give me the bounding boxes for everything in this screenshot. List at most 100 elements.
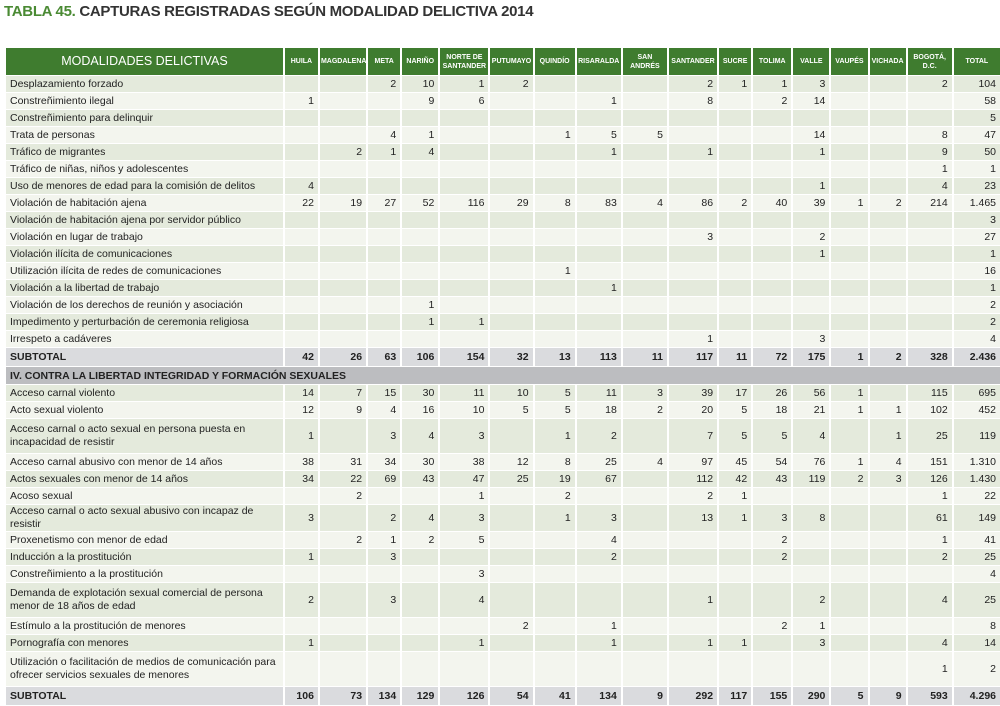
value-cell — [319, 583, 367, 617]
value-cell: 5 — [753, 419, 792, 453]
value-cell: 2 — [753, 618, 792, 634]
subtotal-row: SUBTOTAL 42 26 63 106 154 32 13 113 11 117 11 72 175 1… — [6, 348, 1000, 366]
value-cell: 4 — [907, 583, 952, 617]
value-cell: 3 — [869, 471, 906, 487]
value-cell: 2 — [753, 549, 792, 565]
value-cell: 2 — [284, 583, 318, 617]
value-cell: 3 — [793, 76, 830, 92]
value-cell — [534, 246, 575, 262]
table-row: Acceso carnal abusivo con menor de 14 añ… — [6, 454, 1000, 470]
total-cell: 27 — [953, 229, 1000, 245]
row-label: Violación de habitación ajena por servid… — [6, 212, 283, 228]
value-cell: 1 — [719, 635, 752, 651]
value-cell — [831, 331, 868, 347]
value-cell — [719, 246, 752, 262]
value-cell: 1 — [793, 246, 830, 262]
column-header: BOGOTÁ, D.C. — [907, 48, 952, 75]
value-cell: 1 — [869, 402, 906, 418]
value-cell — [869, 280, 906, 296]
value-cell — [402, 280, 439, 296]
value-cell — [668, 263, 718, 279]
value-cell — [753, 263, 792, 279]
value-cell — [576, 161, 621, 177]
value-cell — [576, 566, 621, 582]
value-cell — [534, 618, 575, 634]
value-cell: 10 — [440, 402, 489, 418]
value-cell — [284, 280, 318, 296]
value-cell — [490, 635, 533, 651]
value-cell — [719, 583, 752, 617]
value-cell: 113 — [576, 348, 621, 366]
value-cell — [831, 127, 868, 143]
value-cell: 1 — [793, 144, 830, 160]
value-cell — [534, 583, 575, 617]
value-cell: 5 — [831, 687, 868, 705]
total-cell: 695 — [953, 385, 1000, 401]
value-cell — [490, 505, 533, 531]
value-cell: 18 — [753, 402, 792, 418]
value-cell: 5 — [576, 127, 621, 143]
value-cell — [402, 110, 439, 126]
table-row: Tráfico de niñas, niños y adolescentes 1 1 — [6, 161, 1000, 177]
value-cell: 1 — [576, 618, 621, 634]
total-cell: 3 — [953, 212, 1000, 228]
value-cell — [869, 178, 906, 194]
value-cell — [668, 178, 718, 194]
column-header: SANTANDER — [668, 48, 718, 75]
row-label: Acceso carnal o acto sexual en persona p… — [6, 419, 283, 453]
value-cell — [319, 549, 367, 565]
total-cell: 58 — [953, 93, 1000, 109]
value-cell — [534, 229, 575, 245]
value-cell — [869, 331, 906, 347]
value-cell — [869, 652, 906, 686]
value-cell — [869, 549, 906, 565]
total-cell: 22 — [953, 488, 1000, 504]
value-cell: 1 — [793, 178, 830, 194]
value-cell — [869, 385, 906, 401]
value-cell: 38 — [284, 454, 318, 470]
value-cell — [719, 314, 752, 330]
value-cell: 593 — [907, 687, 952, 705]
column-header: VICHADA — [869, 48, 906, 75]
value-cell: 14 — [793, 93, 830, 109]
value-cell — [490, 246, 533, 262]
value-cell — [719, 144, 752, 160]
value-cell — [719, 178, 752, 194]
value-cell: 4 — [368, 402, 401, 418]
value-cell: 38 — [440, 454, 489, 470]
value-cell — [831, 263, 868, 279]
value-cell — [831, 618, 868, 634]
value-cell — [440, 652, 489, 686]
value-cell: 26 — [319, 348, 367, 366]
value-cell — [622, 110, 667, 126]
row-label: SUBTOTAL — [6, 687, 283, 705]
value-cell: 5 — [622, 127, 667, 143]
value-cell — [831, 532, 868, 548]
value-cell: 4 — [368, 127, 401, 143]
value-cell — [753, 635, 792, 651]
value-cell — [753, 331, 792, 347]
value-cell — [753, 144, 792, 160]
value-cell: 47 — [440, 471, 489, 487]
value-cell: 4 — [402, 505, 439, 531]
value-cell: 22 — [284, 195, 318, 211]
value-cell — [576, 652, 621, 686]
value-cell: 1 — [402, 127, 439, 143]
value-cell: 7 — [319, 385, 367, 401]
value-cell — [319, 93, 367, 109]
value-cell — [284, 314, 318, 330]
row-label: Trata de personas — [6, 127, 283, 143]
value-cell: 3 — [576, 505, 621, 531]
value-cell: 8 — [793, 505, 830, 531]
value-cell: 4 — [402, 419, 439, 453]
total-cell: 25 — [953, 549, 1000, 565]
value-cell: 106 — [402, 348, 439, 366]
value-cell: 3 — [284, 505, 318, 531]
total-cell: 4 — [953, 566, 1000, 582]
value-cell: 3 — [368, 549, 401, 565]
value-cell — [622, 549, 667, 565]
value-cell — [622, 331, 667, 347]
value-cell — [490, 127, 533, 143]
value-cell — [622, 419, 667, 453]
column-header-modalidades: MODALIDADES DELICTIVAS — [6, 48, 283, 75]
